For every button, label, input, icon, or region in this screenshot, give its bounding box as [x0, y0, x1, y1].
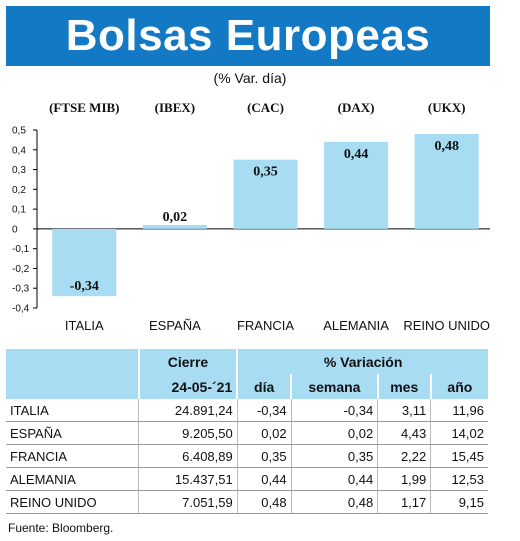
category-label: ITALIA [65, 318, 104, 333]
cell-ano: 12,53 [430, 467, 488, 491]
bar-value-label: -0,34 [70, 279, 99, 294]
table-row: ITALIA 24.891,24 -0,34 -0,34 3,11 11,96 [6, 399, 488, 422]
bar [324, 141, 389, 229]
table-header-cierre: Cierre [137, 349, 238, 374]
table-header-ano: año [429, 374, 488, 399]
cell-semana: 0,44 [290, 467, 378, 491]
y-tick-label: 0 [12, 224, 18, 235]
cell-cierre: 6.408,89 [138, 444, 238, 468]
cell-semana: 0,48 [290, 490, 378, 514]
row-country: ESPAÑA [6, 421, 139, 445]
cell-cierre: 9.205,50 [138, 421, 238, 445]
cell-semana: 0,02 [290, 421, 378, 445]
cell-dia: 0,44 [236, 467, 292, 491]
category-label: ESPAÑA [149, 318, 201, 333]
cell-mes: 1,99 [377, 467, 431, 491]
row-country: REINO UNIDO [6, 490, 139, 514]
data-table: Cierre % Variación 24-05-´21 día semana … [6, 349, 488, 514]
chart-subtitle: (% Var. día) [213, 70, 287, 86]
category-label: ALEMANIA [323, 318, 389, 333]
category-label: REINO UNIDO [403, 318, 490, 333]
cell-dia: 0,35 [236, 444, 292, 468]
cell-ano: 11,96 [430, 399, 488, 422]
bar-value-label: 0,48 [434, 139, 459, 154]
y-tick-label: -0,4 [12, 304, 30, 315]
y-tick-label: -0,2 [12, 264, 30, 275]
table-header-dia: día [236, 374, 292, 399]
table-header-mes: mes [376, 374, 431, 399]
index-label: (FTSE MIB) [49, 100, 119, 115]
table-header-semana: semana [290, 374, 378, 399]
cell-semana: 0,35 [290, 444, 378, 468]
table-row: ESPAÑA 9.205,50 0,02 0,02 4,43 14,02 [6, 421, 488, 445]
row-country: ITALIA [6, 399, 139, 422]
cell-mes: 4,43 [377, 421, 431, 445]
cell-ano: 15,45 [430, 444, 488, 468]
data-table-wrapper: Cierre % Variación 24-05-´21 día semana … [6, 349, 488, 514]
bar [142, 224, 207, 229]
cell-cierre: 15.437,51 [138, 467, 238, 491]
cell-dia: 0,02 [236, 421, 292, 445]
cell-mes: 2,22 [377, 444, 431, 468]
chart-title: Bolsas Europeas [65, 11, 431, 60]
bar-value-label: 0,35 [253, 165, 278, 180]
cell-cierre: 7.051,59 [138, 490, 238, 514]
cell-dia: 0,48 [236, 490, 292, 514]
cell-mes: 1,17 [377, 490, 431, 514]
cell-semana: -0,34 [290, 399, 378, 422]
table-header-blank [6, 349, 139, 374]
bar-chart: 0,5 0,4 0,3 0,2 0,1 0 -0,1 -0,2 -0,3 -0,4 -0,34 (FT… [12, 100, 490, 333]
row-country: ALEMANIA [6, 467, 139, 491]
title-banner: Bolsas Europeas [6, 6, 490, 66]
index-label: (UKX) [428, 100, 466, 115]
source-note: Fuente: Bloomberg. [8, 521, 114, 535]
cell-dia: -0,34 [236, 399, 292, 422]
y-tick-label: 0,3 [12, 165, 26, 176]
bar [233, 159, 298, 229]
table-row: FRANCIA 6.408,89 0,35 0,35 2,22 15,45 [6, 444, 488, 468]
y-tick-label: 0,2 [12, 185, 26, 196]
bar [414, 133, 479, 229]
table-header-blank-2 [6, 374, 139, 399]
y-tick-label: -0,3 [12, 284, 30, 295]
category-label: FRANCIA [237, 318, 294, 333]
bar [52, 228, 117, 297]
y-tick-label: -0,1 [12, 244, 30, 255]
cell-ano: 9,15 [430, 490, 488, 514]
index-label: (CAC) [247, 100, 284, 115]
table-header-date: 24-05-´21 [137, 374, 238, 399]
y-tick-label: 0,4 [12, 145, 26, 156]
index-label: (IBEX) [155, 100, 195, 115]
bar-value-label: 0,02 [163, 210, 188, 225]
index-label: (DAX) [338, 100, 375, 115]
row-country: FRANCIA [6, 444, 139, 468]
cell-mes: 3,11 [377, 399, 431, 422]
y-tick-label: 0,1 [12, 205, 26, 216]
table-row: ALEMANIA 15.437,51 0,44 0,44 1,99 12,53 [6, 467, 488, 491]
table-header-variacion: % Variación [236, 349, 488, 374]
cell-cierre: 24.891,24 [138, 399, 238, 422]
table-group-header-row: Cierre % Variación [6, 349, 488, 374]
table-row: REINO UNIDO 7.051,59 0,48 0,48 1,17 9,15 [6, 490, 488, 514]
cell-ano: 14,02 [430, 421, 488, 445]
table-subheader-row: 24-05-´21 día semana mes año [6, 374, 488, 399]
y-tick-label: 0,5 [12, 126, 26, 137]
bar-value-label: 0,44 [344, 147, 369, 162]
